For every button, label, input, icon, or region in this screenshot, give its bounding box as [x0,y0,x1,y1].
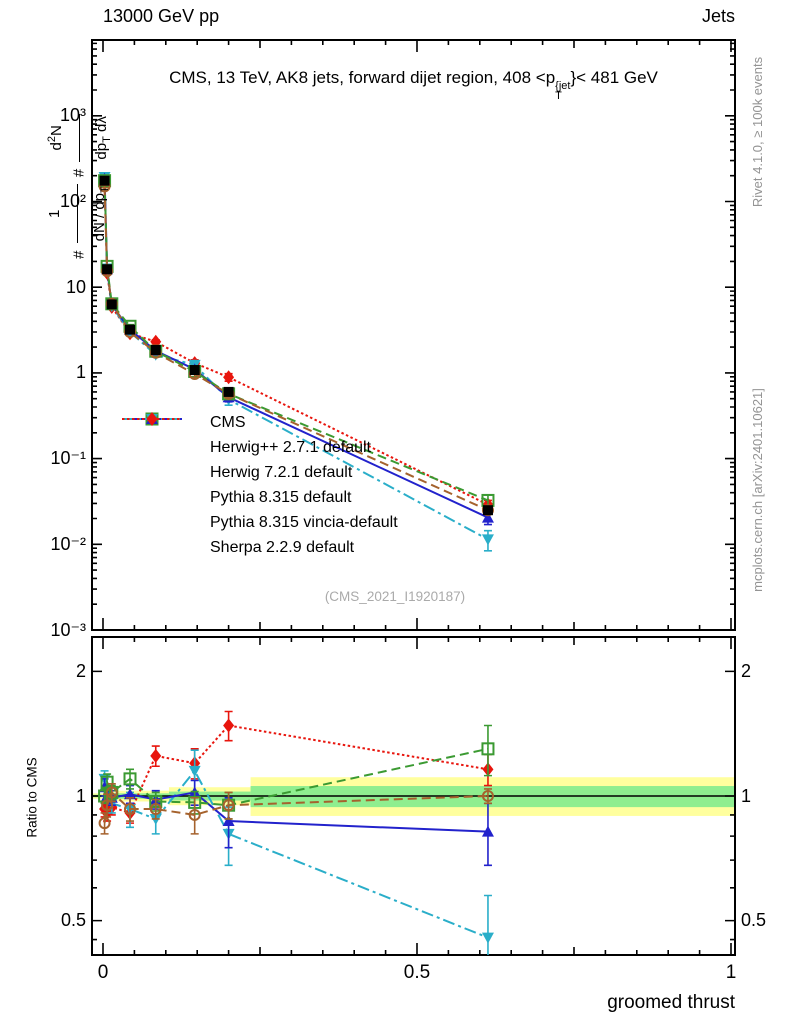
herwig7-marker-icon [120,412,184,482]
legend-label-sherpa: Sherpa 2.2.9 default [210,538,355,556]
ratio-tick-right-1: 1 [741,786,752,806]
xtick-0: 0 [97,962,109,983]
xtick-1: 1 [725,962,737,983]
legend-row-sherpa: Sherpa 2.2.9 default [120,412,398,560]
pythia-marker-icon [120,413,184,507]
legend-label-cms: CMS [210,413,246,431]
frac2-num-b: N [48,125,65,137]
xtick-05: 0.5 [403,962,431,983]
ytick-1: 1 [75,362,86,382]
ytick-1e-1: 10⁻¹ [50,448,86,468]
frac2-den-b: dλ [93,116,110,137]
ratio-tick-right-2: 2 [741,661,752,681]
frac2-denominator: dpT dλ [80,114,129,161]
beam-energy-label: 13000 GeV pp [103,6,220,26]
vincia-marker-icon [120,414,184,532]
frac2-num-a: d [48,142,65,151]
frac1-den-text: dN / dp [90,192,108,242]
hash-symbol: # [70,250,88,259]
frac2-num-sup: 2 [46,136,58,143]
ratio-y-axis-label: Ratio to CMS [24,757,40,838]
legend-label-pythia: Pythia 8.315 default [210,488,352,506]
ytick-1e3: 10³ [59,105,86,125]
rivet-version-note: Rivet 4.1.0, ≥ 100k events [750,56,765,208]
ytick-1e2: 10² [59,191,86,211]
plot-title-text: CMS, 13 TeV, AK8 jets, forward dijet reg… [169,68,556,87]
ratio-tick-left-2: 2 [75,661,86,681]
hash-symbol-2: # [70,168,88,178]
legend-label-herwigpp: Herwig++ 2.7.1 default [210,438,371,456]
ytick-1e-3: 10⁻³ [50,620,86,640]
frac1-den-sub: T [98,186,111,193]
pt-subscript: T [555,90,562,102]
analysis-id-watermark: (CMS_2021_I1920187) [324,589,466,604]
pt-superscript: {jet [555,80,571,92]
ratio-tick-right-05: 0.5 [741,910,767,930]
legend-label-vincia: Pythia 8.315 vincia-default [210,513,398,531]
series-cms [99,175,493,516]
legend-label-herwig7: Herwig 7.2.1 default [210,463,353,481]
x-axis-label: groomed thrust [607,992,735,1013]
frac2-den-a: dp [93,142,110,160]
plot-title: CMS, 13 TeV, AK8 jets, forward dijet reg… [92,68,735,102]
legend-row-vincia: Pythia 8.315 vincia-default [120,414,398,535]
main-panel-frame [91,39,736,631]
analysis-group-label: Jets [701,6,735,26]
legend-row-herwigpp: Herwig++ 2.7.1 default [120,413,398,460]
axis-ticks [92,40,735,955]
sherpa-marker-icon [120,412,184,557]
mcplots-citation-note: mcplots.cern.ch [arXiv:2401.10621] [750,388,765,592]
ratio-tick-left-05: 0.5 [60,910,86,930]
plot-title-suffix: }< 481 GeV [570,68,658,87]
ratio-tick-left-1: 1 [75,786,86,806]
ytick-1e1: 10 [65,277,86,297]
legend: CMS Herwig++ 2.7.1 default Herwig 7.2.1 … [120,410,398,560]
frac2-den-sub: T [101,136,113,143]
legend-row-herwig7: Herwig 7.2.1 default [120,412,398,485]
ytick-1e-2: 10⁻² [50,534,86,554]
series-herwigpp [98,783,494,835]
herwigpp-marker-icon [120,413,184,457]
pt-jet-subsup: {jet T [555,80,571,102]
main-y-axis-label: # 1 dN / dpT # d2N dpT dλ [30,10,113,360]
legend-row-pythia: Pythia 8.315 default [120,413,398,510]
